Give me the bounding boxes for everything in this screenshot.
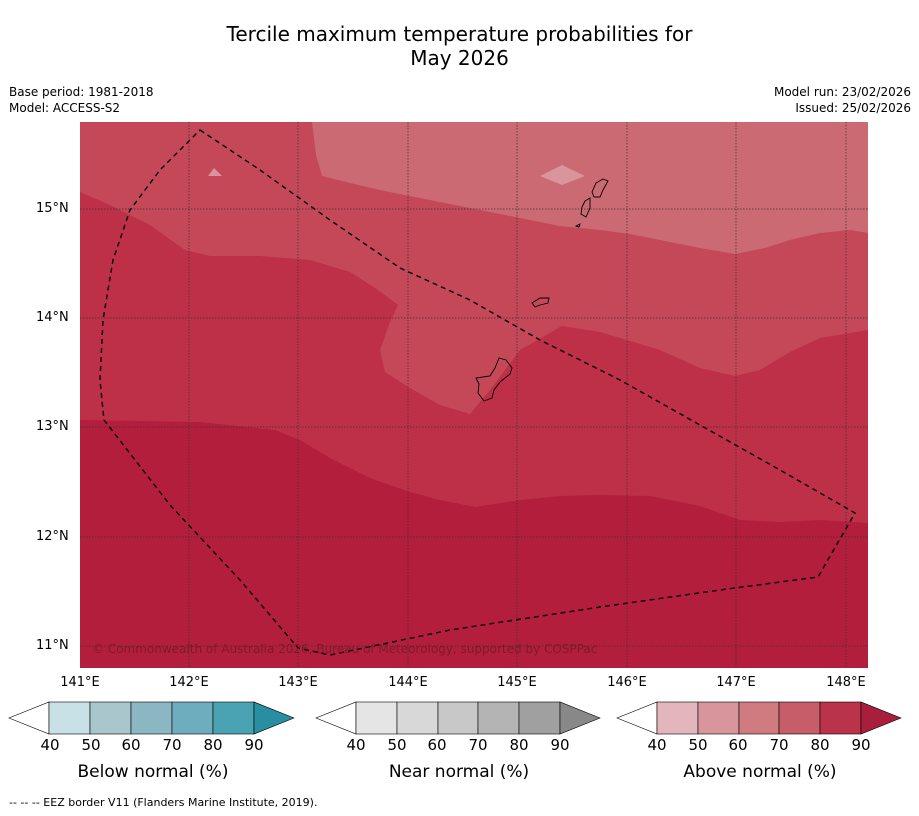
cbar-tick: 80 — [203, 736, 223, 754]
cbar-seg — [819, 701, 862, 735]
islands — [475, 178, 609, 402]
chart-title: Tercile maximum temperature probabilitie… — [0, 22, 919, 70]
cbar-seg — [437, 701, 479, 735]
map-panel — [80, 122, 868, 668]
cbar-seg — [171, 701, 214, 735]
cbar-seg — [212, 701, 255, 735]
cbar-tick: 70 — [769, 736, 789, 754]
eez-footnote: -- -- -- EEZ border V11 (Flanders Marine… — [9, 796, 318, 809]
cbar-seg — [48, 701, 91, 735]
lat-label: 11°N — [36, 638, 69, 653]
island-rota — [531, 297, 550, 308]
base-period: Base period: 1981-2018 — [9, 85, 154, 99]
cbar-tick: 90 — [550, 736, 570, 754]
cbar-seg — [518, 701, 561, 735]
colorbar-below-swatches — [8, 701, 295, 735]
cbar-tick: 50 — [688, 736, 708, 754]
cbar-seg — [355, 701, 398, 735]
lat-label: 12°N — [36, 529, 69, 544]
cbar-seg — [616, 701, 658, 735]
lat-label: 13°N — [36, 419, 69, 434]
cbar-tick: 40 — [647, 736, 667, 754]
cbar-tick: 80 — [509, 736, 529, 754]
cbar-seg — [697, 701, 740, 735]
colorbar-above: 40 50 60 70 80 90 Above normal (%) — [615, 700, 905, 790]
band-60 — [312, 122, 868, 254]
cbar-seg — [396, 701, 439, 735]
island-aguijan — [574, 223, 581, 228]
island-saipan — [591, 178, 609, 198]
lon-label: 148°E — [826, 675, 866, 690]
lon-label: 143°E — [278, 675, 318, 690]
cbar-tick: 70 — [162, 736, 182, 754]
graticule — [80, 122, 868, 668]
colorbar-below: 40 50 60 70 80 90 Below normal (%) — [8, 700, 298, 790]
lon-label: 147°E — [716, 675, 756, 690]
copyright-notice: © Commonwealth of Australia 2026, Bureau… — [92, 642, 598, 656]
model-name: Model: ACCESS-S2 — [9, 101, 121, 115]
cbar-tick: 50 — [81, 736, 101, 754]
probability-field — [80, 122, 868, 668]
cbar-seg — [253, 701, 295, 735]
chart-title-line1: Tercile maximum temperature probabilitie… — [226, 22, 693, 46]
band-50 — [540, 165, 585, 185]
cbar-seg — [738, 701, 780, 735]
lat-label: 14°N — [36, 310, 69, 325]
cbar-tick: 70 — [468, 736, 488, 754]
cbar-tick: 40 — [40, 736, 60, 754]
island-guam — [475, 357, 513, 402]
cbar-seg — [656, 701, 699, 735]
chart-title-line2: May 2026 — [410, 46, 509, 70]
colorbar-below-title: Below normal (%) — [77, 762, 229, 782]
model-run: Model run: 23/02/2026 — [773, 85, 911, 99]
meta-left: Base period: 1981-2018 Model: ACCESS-S2 — [9, 84, 154, 116]
cbar-seg — [860, 701, 902, 735]
lon-label: 142°E — [169, 675, 209, 690]
band-50-small — [208, 168, 222, 176]
cbar-tick: 80 — [810, 736, 830, 754]
meta-right: Model run: 23/02/2026 Issued: 25/02/2026 — [774, 84, 911, 116]
colorbar-near: 40 50 60 70 80 90 Near normal (%) — [314, 700, 604, 790]
cbar-tick: 90 — [244, 736, 264, 754]
cbar-seg — [8, 701, 50, 735]
cbar-tick: 90 — [851, 736, 871, 754]
colorbar-above-title: Above normal (%) — [683, 762, 837, 782]
cbar-seg — [778, 701, 821, 735]
lon-label: 144°E — [388, 675, 428, 690]
colorbar-near-swatches — [315, 701, 601, 735]
cbar-tick: 60 — [427, 736, 447, 754]
cbar-tick: 60 — [121, 736, 141, 754]
cbar-tick: 40 — [346, 736, 366, 754]
cbar-seg — [559, 701, 601, 735]
colorbar-near-title: Near normal (%) — [388, 762, 530, 782]
band-90 — [80, 420, 868, 668]
lon-label: 145°E — [497, 675, 537, 690]
cbar-seg — [89, 701, 132, 735]
cbar-tick: 50 — [387, 736, 407, 754]
issued-date: Issued: 25/02/2026 — [795, 101, 911, 115]
cbar-seg — [130, 701, 173, 735]
cbar-seg — [315, 701, 357, 735]
colorbar-above-swatches — [616, 701, 902, 735]
lon-label: 146°E — [607, 675, 647, 690]
eez-border — [99, 129, 856, 656]
lat-label: 15°N — [36, 201, 69, 216]
lon-label: 141°E — [60, 675, 100, 690]
cbar-tick: 60 — [728, 736, 748, 754]
island-tinian — [580, 197, 591, 218]
cbar-seg — [477, 701, 520, 735]
